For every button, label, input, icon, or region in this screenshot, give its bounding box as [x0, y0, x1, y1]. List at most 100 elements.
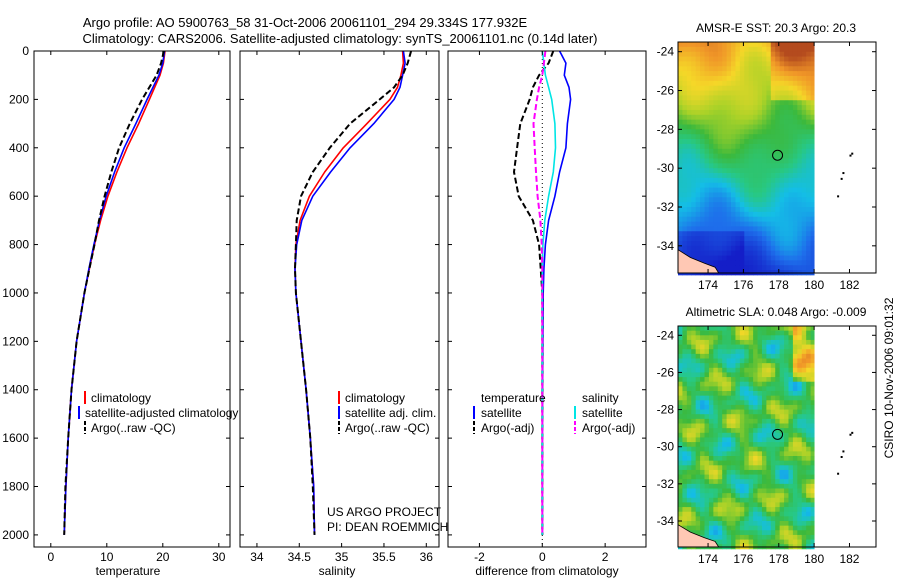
heatmap-cell	[753, 469, 758, 475]
heatmap-cell	[731, 465, 736, 471]
heatmap-cell	[713, 134, 719, 140]
heatmap-cell	[731, 534, 736, 540]
heatmap-cell	[695, 134, 701, 140]
heatmap-cell	[770, 483, 776, 489]
heatmap-cell	[770, 202, 776, 208]
heatmap-cell	[726, 143, 732, 150]
heatmap-cell	[779, 182, 785, 188]
heatmap-cell	[779, 507, 785, 513]
heatmap-cell	[678, 404, 683, 410]
series-line-temperature-satellite	[541, 51, 572, 535]
heatmap-cell	[801, 163, 807, 169]
heatmap-cell	[797, 330, 803, 336]
heatmap-cell	[753, 418, 758, 424]
heatmap-cell	[717, 395, 723, 401]
heatmap-cell	[704, 367, 710, 373]
heatmap-cell	[695, 479, 701, 485]
heatmap-cell	[779, 250, 785, 256]
heatmap-cell	[770, 216, 776, 222]
heatmap-cell	[761, 163, 767, 169]
heatmap-cell	[788, 386, 794, 392]
heatmap-cell	[704, 488, 710, 494]
heatmap-cell	[735, 114, 741, 121]
heatmap-cell	[761, 56, 767, 62]
heatmap-cell	[810, 330, 815, 336]
heatmap-cell	[810, 539, 815, 545]
heatmap-cell	[779, 474, 785, 480]
heatmap-cell	[779, 367, 785, 373]
heatmap-cell	[722, 143, 728, 150]
heatmap-cell	[748, 168, 754, 174]
heatmap-cell	[708, 335, 714, 341]
heatmap-cell	[766, 71, 772, 77]
heatmap-cell	[717, 90, 723, 96]
heatmap-cell	[797, 100, 803, 106]
heatmap-cell	[691, 437, 697, 443]
heatmap-cell	[686, 114, 692, 121]
heatmap-cell	[775, 335, 781, 341]
heatmap-cell	[682, 216, 688, 222]
heatmap-cell	[717, 42, 723, 48]
heatmap-cell	[726, 173, 732, 179]
heatmap-cell	[761, 474, 767, 480]
heatmap-cell	[678, 497, 683, 503]
heatmap-cell	[806, 109, 811, 116]
heatmap-cell	[722, 42, 728, 48]
heatmap-cell	[748, 177, 754, 184]
heatmap-cell	[766, 173, 772, 179]
heatmap-cell	[726, 469, 732, 475]
heatmap-cell	[744, 61, 750, 67]
heatmap-cell	[726, 534, 732, 540]
heatmap-cell	[700, 400, 705, 406]
heatmap-cell	[779, 511, 785, 517]
heatmap-cell	[691, 349, 697, 355]
heatmap-cell	[784, 428, 789, 434]
heatmap-cell	[678, 158, 683, 164]
heatmap-cell	[797, 474, 803, 480]
heatmap-cell	[748, 202, 754, 208]
heatmap-cell	[735, 216, 741, 222]
heatmap-cell	[784, 100, 789, 106]
y-tick-label: -28	[657, 403, 675, 417]
heatmap-cell	[770, 114, 776, 121]
heatmap-cell	[779, 497, 785, 503]
heatmap-cell	[682, 51, 688, 57]
heatmap-cell	[686, 216, 692, 222]
heatmap-cell	[757, 265, 763, 271]
heatmap-cell	[678, 386, 683, 392]
heatmap-cell	[739, 100, 745, 106]
difference-xlabel: difference from climatology	[475, 564, 618, 578]
heatmap-cell	[810, 46, 815, 53]
x-tick-label: 182	[839, 278, 859, 292]
heatmap-cell	[731, 349, 736, 355]
heatmap-cell	[784, 61, 789, 67]
heatmap-cell	[704, 260, 710, 266]
heatmap-cell	[704, 245, 710, 252]
heatmap-cell	[717, 451, 723, 457]
heatmap-cell	[784, 483, 789, 489]
heatmap-cell	[748, 381, 754, 387]
heatmap-cell	[770, 173, 776, 179]
heatmap-cell	[735, 386, 741, 392]
heatmap-cell	[792, 202, 798, 208]
heatmap-cell	[801, 236, 807, 242]
heatmap-cell	[784, 80, 789, 87]
heatmap-cell	[722, 109, 728, 116]
heatmap-cell	[731, 469, 736, 475]
heatmap-cell	[775, 377, 781, 383]
heatmap-cell	[695, 255, 701, 261]
heatmap-cell	[806, 344, 811, 350]
heatmap-cell	[761, 409, 767, 415]
heatmap-cell	[708, 255, 714, 261]
heatmap-cell	[753, 534, 758, 540]
heatmap-cell	[744, 539, 750, 545]
heatmap-cell	[686, 456, 692, 462]
heatmap-cell	[757, 158, 763, 164]
heatmap-cell	[731, 479, 736, 485]
heatmap-cell	[757, 182, 763, 188]
heatmap-cell	[717, 516, 723, 522]
heatmap-cell	[748, 197, 754, 203]
heatmap-cell	[797, 372, 803, 378]
heatmap-cell	[748, 90, 754, 96]
heatmap-cell	[757, 428, 763, 434]
